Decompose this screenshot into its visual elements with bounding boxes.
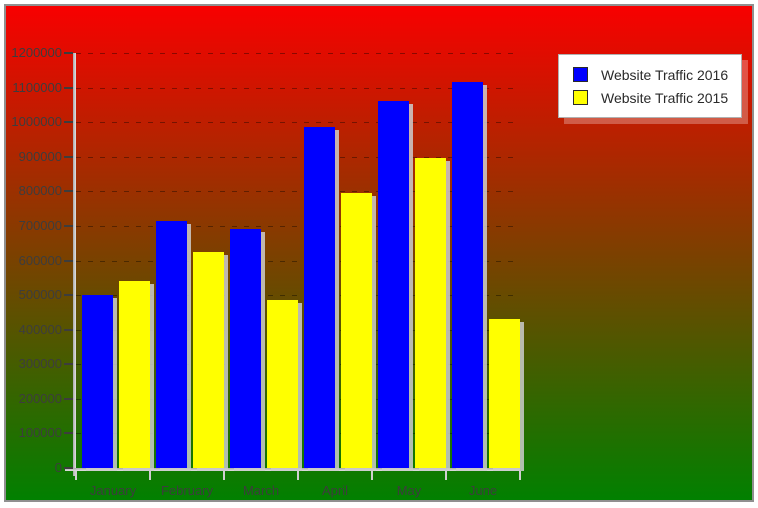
legend-label-2016: Website Traffic 2016 [601,66,729,83]
bar-website-traffic-2015-january [119,281,150,468]
gridline [76,53,520,54]
bar-website-traffic-2015-march [267,300,298,468]
y-axis-tick [64,398,73,400]
y-axis-label: 100000 [18,425,62,440]
bar-website-traffic-2015-february [193,252,224,468]
gridline [76,330,520,331]
y-axis-tick [64,432,73,434]
y-axis-label: 1100000 [12,80,62,95]
y-axis-label: 1000000 [11,114,62,129]
y-axis-label: 300000 [18,356,62,371]
x-axis-label: May [396,483,422,498]
x-axis-label: April [321,483,348,498]
y-axis-tick [64,294,73,296]
x-axis-tick [149,471,151,480]
x-axis-label: March [242,483,280,498]
legend-swatch-2016 [573,67,588,82]
gridline [76,295,520,296]
y-axis-tick [64,363,73,365]
y-axis-tick [64,260,73,262]
bar-chart: 0 100000 200000 300000 400000 500000 600000 700… [4,4,754,502]
bar-website-traffic-2016-march [230,229,261,468]
x-axis-tick [297,471,299,480]
bar-website-traffic-2015-april [341,193,372,468]
gridline [76,122,520,123]
x-axis-tick [223,471,225,480]
x-axis-tick [445,471,447,480]
gridline [76,157,520,158]
gridline [76,364,520,365]
x-axis-label: January [89,483,137,498]
bar-website-traffic-2016-february [156,221,187,468]
x-axis-tick [75,471,77,480]
legend-label-2015: Website Traffic 2015 [601,89,729,106]
legend: Website Traffic 2016 Website Traffic 201… [558,54,742,118]
x-axis-label: February [160,483,214,498]
y-axis-label: 600000 [18,253,62,268]
legend-swatch-2015 [573,90,588,105]
legend-item-2016: Website Traffic 2016 [573,67,741,83]
y-axis-tick [64,87,73,89]
y-axis-tick [64,467,73,469]
y-axis-label: 400000 [18,322,62,337]
x-axis-label: June [468,483,498,498]
gridline [76,226,520,227]
y-axis-label: 500000 [18,287,62,302]
gridline [76,191,520,192]
gridline [76,433,520,434]
plot-area: 0 100000 200000 300000 400000 500000 600000 700… [6,6,752,500]
legend-item-2015: Website Traffic 2015 [573,90,741,106]
bar-website-traffic-2016-april [304,127,335,468]
y-axis-label: 700000 [18,218,62,233]
gridline [76,88,520,89]
y-axis-label: 1200000 [11,45,62,60]
y-axis-tick [64,156,73,158]
bar-website-traffic-2015-june [489,319,520,468]
y-axis-label: 200000 [18,391,62,406]
x-axis-line [65,468,520,471]
x-axis-tick [371,471,373,480]
bar-website-traffic-2016-january [82,295,113,468]
y-axis-tick [64,190,73,192]
y-axis-label: 0 [54,460,62,475]
bar-website-traffic-2016-june [452,82,483,468]
bar-website-traffic-2016-may [378,101,409,468]
gridline [76,261,520,262]
y-axis-label: 800000 [18,183,62,198]
x-axis-tick [519,471,521,480]
y-axis-label: 900000 [18,149,62,164]
y-axis-tick [64,121,73,123]
y-axis-tick [64,329,73,331]
y-axis-line [73,53,76,476]
y-axis-tick [64,225,73,227]
y-axis-tick [64,52,73,54]
bar-website-traffic-2015-may [415,158,446,468]
gridline [76,399,520,400]
